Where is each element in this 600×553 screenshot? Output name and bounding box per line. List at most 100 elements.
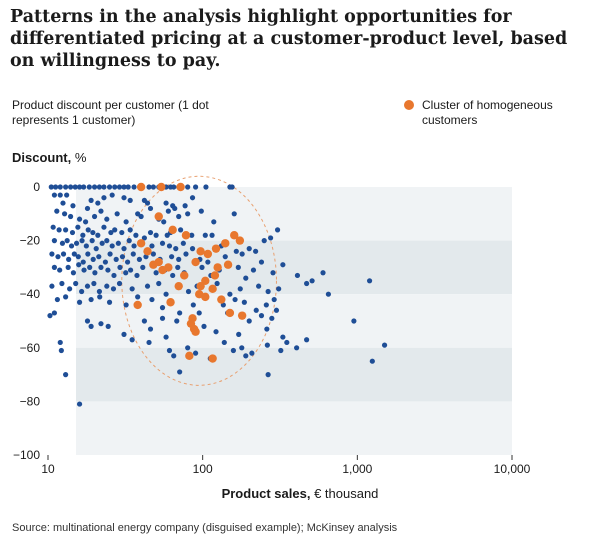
data-point-blue	[81, 184, 87, 190]
data-point-blue	[141, 318, 147, 324]
data-point-blue	[107, 251, 113, 257]
data-point-blue	[98, 264, 104, 270]
data-point-blue	[171, 353, 177, 359]
data-point-blue	[163, 200, 169, 206]
data-point-blue	[56, 227, 62, 233]
data-point-blue	[68, 243, 75, 249]
data-point-blue	[105, 267, 111, 273]
data-point-blue	[104, 216, 110, 222]
data-point-blue	[369, 358, 375, 364]
data-point-blue	[261, 238, 267, 244]
data-point-blue	[82, 219, 89, 225]
data-point-blue	[121, 331, 127, 337]
legend-label: Cluster of homogeneous customers	[422, 98, 553, 127]
data-point-blue	[80, 232, 86, 238]
y-axis-title: Discount, %	[12, 150, 86, 165]
data-point-blue	[91, 280, 97, 287]
data-point-blue	[269, 315, 275, 321]
data-point-blue	[381, 342, 388, 348]
data-point-blue	[84, 205, 91, 212]
data-point-orange	[185, 351, 194, 361]
data-point-blue	[203, 184, 209, 190]
data-point-blue	[117, 264, 123, 270]
background-bands	[76, 187, 512, 455]
data-point-blue	[214, 280, 220, 287]
data-point-blue	[150, 251, 156, 257]
data-point-blue	[81, 267, 87, 273]
data-point-blue	[53, 184, 59, 190]
data-point-blue	[119, 229, 125, 236]
data-point-orange	[176, 182, 185, 192]
data-point-blue	[68, 213, 74, 220]
data-point-orange	[208, 284, 217, 294]
data-point-blue	[63, 227, 69, 233]
data-point-blue	[116, 280, 123, 287]
data-point-blue	[60, 200, 66, 206]
x-tick-label: 100	[193, 462, 213, 476]
data-point-blue	[149, 296, 155, 303]
y-tick-label: −40	[20, 287, 41, 301]
data-point-orange	[225, 308, 235, 318]
data-point-orange	[180, 271, 189, 280]
data-point-blue	[73, 240, 80, 246]
data-point-blue	[229, 184, 235, 190]
data-point-orange	[196, 247, 205, 256]
data-point-blue	[64, 192, 70, 198]
data-point-blue	[165, 208, 171, 214]
data-point-blue	[112, 184, 118, 190]
data-point-blue	[227, 291, 233, 297]
data-point-blue	[101, 195, 107, 201]
data-point-blue	[113, 256, 119, 262]
data-point-blue	[88, 197, 94, 203]
data-point-blue	[237, 286, 243, 292]
grid-band	[76, 187, 512, 241]
data-point-blue	[67, 286, 73, 292]
y-axis-unit: %	[74, 150, 87, 165]
data-point-blue	[192, 184, 199, 190]
data-point-blue	[258, 259, 265, 265]
data-point-blue	[110, 286, 117, 292]
data-point-blue	[72, 184, 78, 190]
data-point-blue	[256, 283, 262, 289]
data-point-blue	[180, 240, 186, 246]
data-point-blue	[54, 208, 60, 214]
data-point-blue	[93, 246, 99, 252]
data-point-blue	[123, 270, 129, 276]
data-point-blue	[92, 270, 98, 276]
data-point-blue	[57, 192, 63, 198]
data-point-blue	[243, 353, 249, 359]
data-point-blue	[51, 192, 58, 198]
data-point-blue	[201, 323, 207, 329]
data-point-blue	[73, 280, 79, 287]
data-point-blue	[138, 213, 144, 220]
data-point-blue	[183, 251, 189, 257]
data-point-blue	[243, 275, 249, 281]
data-point-blue	[60, 251, 67, 257]
data-point-blue	[185, 211, 191, 217]
data-point-orange	[157, 182, 166, 192]
chart-subtitle: Product discount per customer (1 dot rep…	[12, 98, 209, 127]
data-point-blue	[159, 240, 166, 246]
data-point-blue	[76, 262, 82, 268]
data-point-blue	[182, 203, 188, 209]
data-point-blue	[87, 264, 93, 270]
data-point-blue	[124, 259, 131, 265]
data-point-blue	[95, 232, 101, 238]
data-point-blue	[129, 286, 135, 292]
data-point-blue	[90, 229, 96, 236]
data-point-blue	[135, 294, 141, 300]
data-point-blue	[150, 184, 156, 190]
data-point-blue	[50, 224, 56, 230]
data-point-blue	[178, 227, 184, 233]
data-point-blue	[263, 302, 269, 308]
data-point-orange	[166, 298, 175, 307]
y-tick-label: −20	[20, 234, 41, 248]
data-point-blue	[241, 299, 247, 305]
data-point-orange	[210, 271, 220, 280]
y-tick-label: −100	[13, 448, 40, 462]
data-point-blue	[177, 369, 183, 375]
data-point-orange	[168, 225, 177, 235]
data-point-blue	[121, 184, 127, 190]
data-point-blue	[202, 232, 208, 238]
